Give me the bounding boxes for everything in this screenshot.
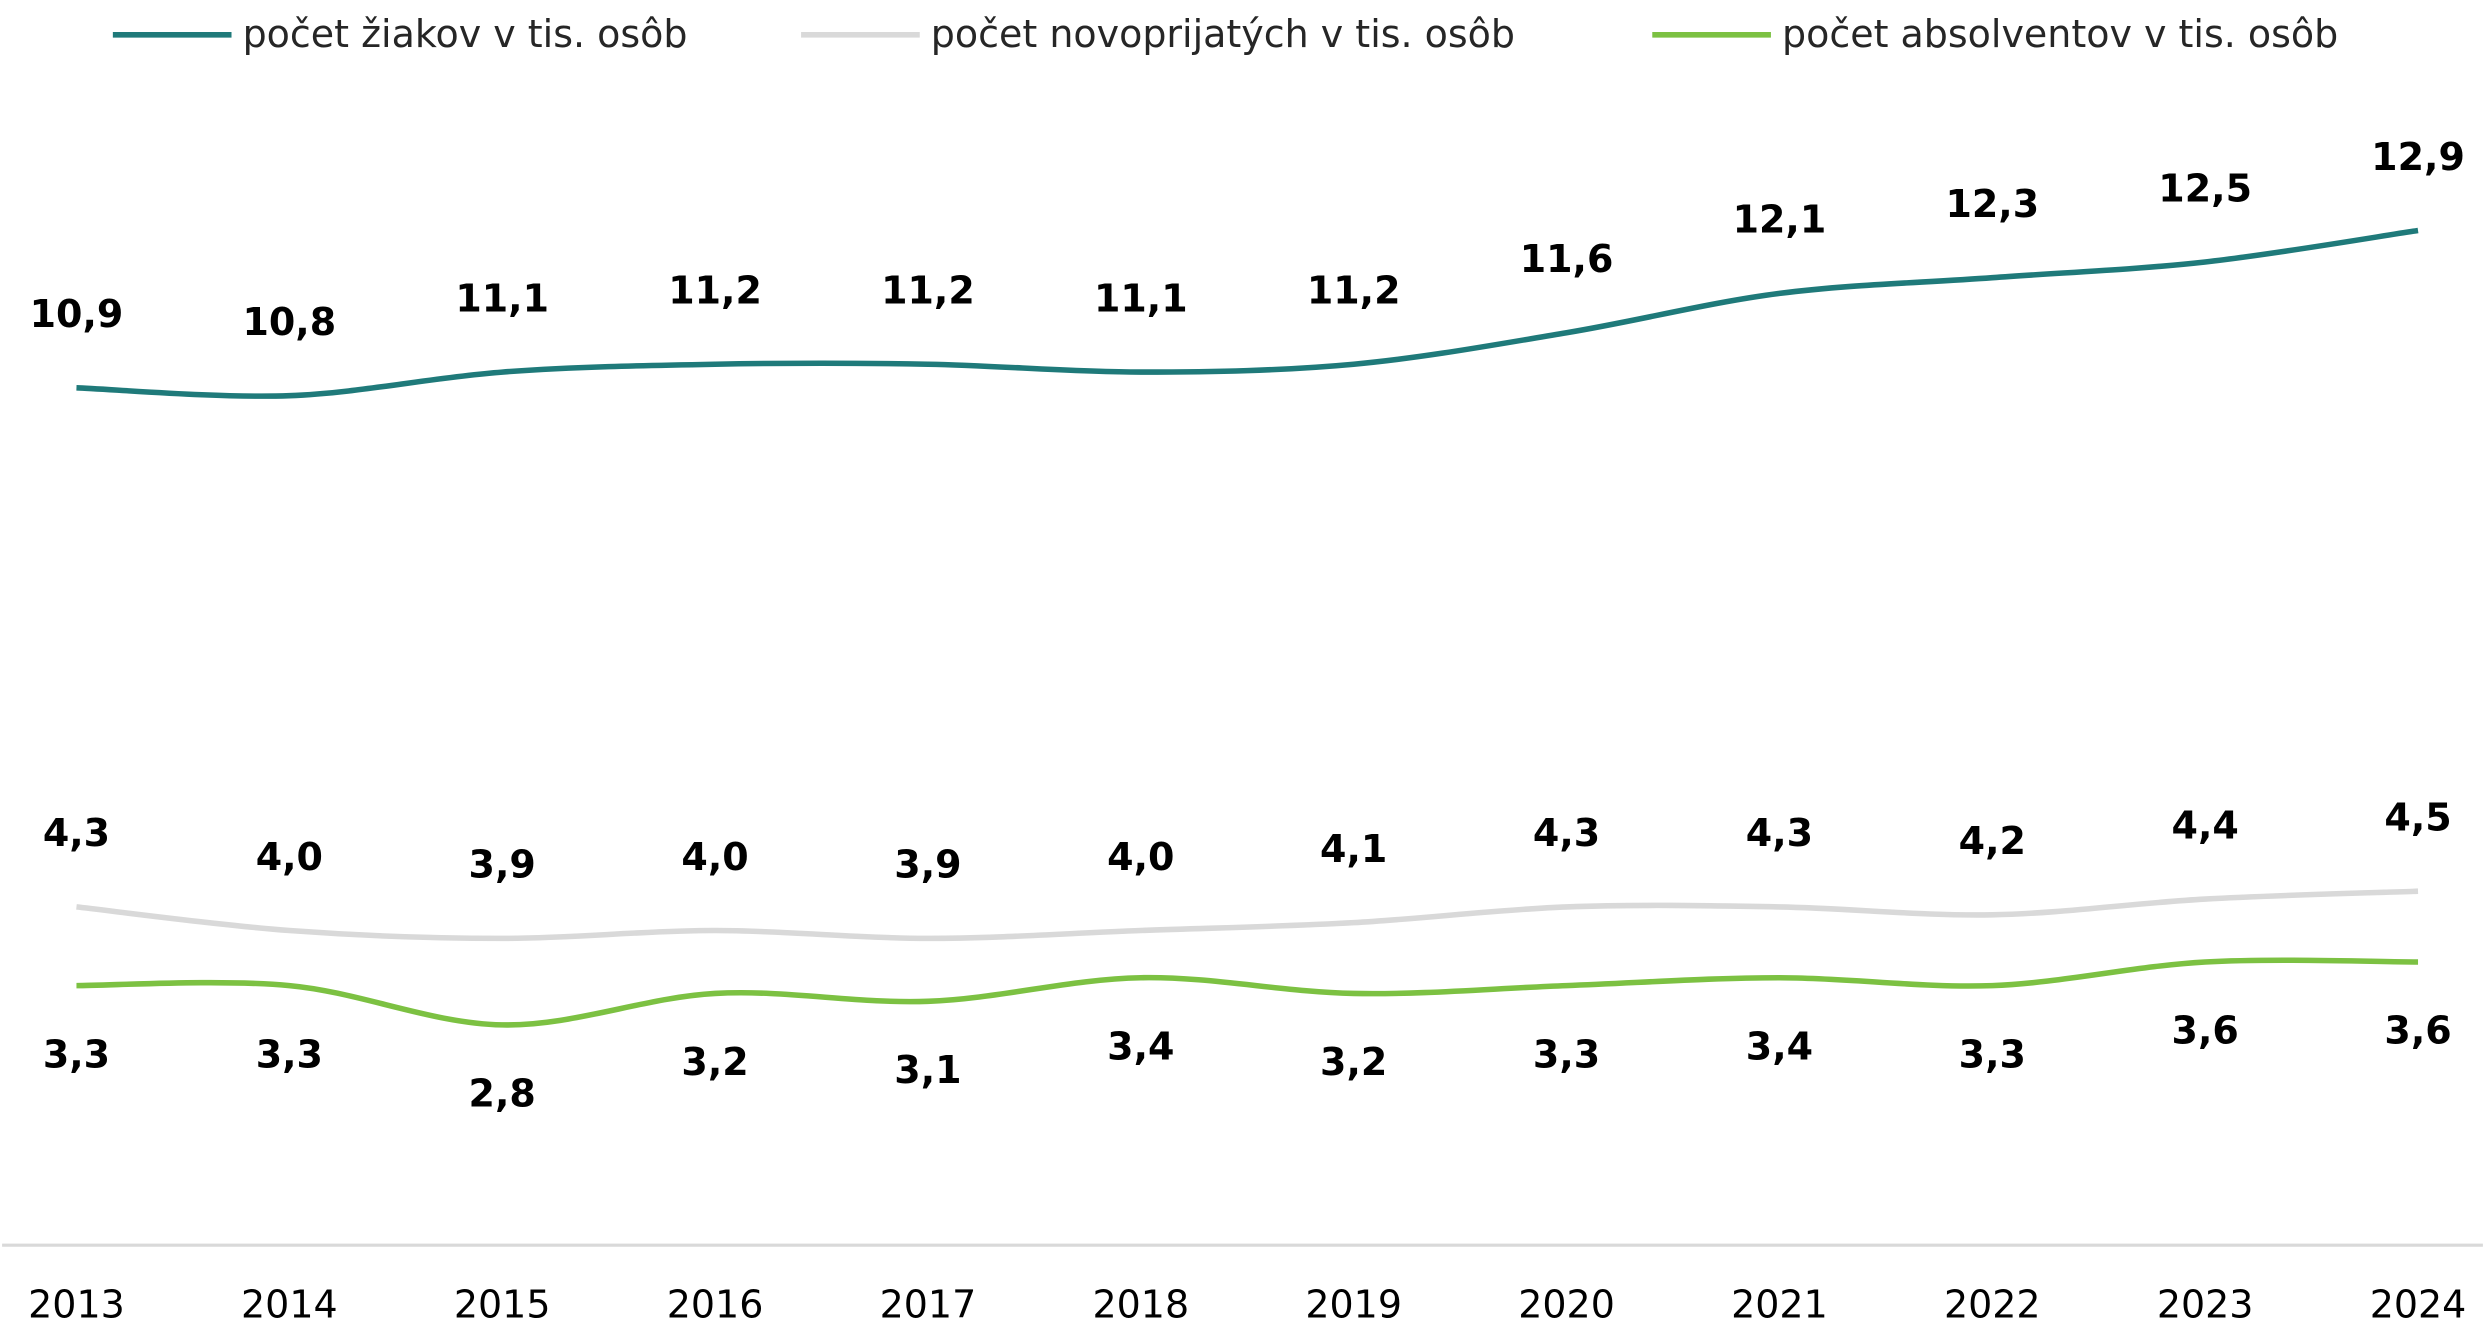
x-tick-label: 2021	[1731, 1282, 1828, 1326]
data-label: 10,9	[30, 292, 124, 336]
x-tick-label: 2023	[2157, 1282, 2254, 1326]
legend-label: počet novoprijatých v tis. osôb	[931, 12, 1515, 56]
series-line	[76, 888, 2419, 942]
data-label: 11,2	[668, 269, 762, 313]
data-label: 3,3	[1959, 1032, 2026, 1076]
x-tick-label: 2016	[667, 1282, 764, 1326]
x-tick-label: 2013	[28, 1282, 125, 1326]
x-tick-label: 2024	[2370, 1282, 2467, 1326]
data-label: 3,4	[1107, 1024, 1174, 1068]
x-tick-label: 2014	[241, 1282, 338, 1326]
data-label: 12,1	[1733, 198, 1827, 242]
data-label: 11,1	[1094, 276, 1188, 320]
data-label: 4,3	[43, 811, 110, 855]
data-label: 11,6	[1520, 237, 1614, 281]
data-label: 3,3	[43, 1032, 110, 1076]
data-label: 12,9	[2371, 135, 2465, 179]
data-label: 2,8	[469, 1072, 536, 1116]
x-tick-label: 2015	[454, 1282, 551, 1326]
data-label: 11,2	[881, 269, 975, 313]
data-label: 4,3	[1746, 811, 1813, 855]
data-label: 10,8	[242, 300, 336, 344]
series-line	[76, 957, 2419, 1028]
data-label: 3,4	[1746, 1024, 1813, 1068]
data-label: 4,4	[2172, 803, 2239, 847]
data-label: 4,0	[681, 835, 748, 879]
x-tick-label: 2017	[880, 1282, 977, 1326]
data-label: 3,3	[256, 1032, 323, 1076]
x-tick-label: 2022	[1944, 1282, 2041, 1326]
legend-label: počet žiakov v tis. osôb	[243, 12, 688, 56]
data-label: 3,3	[1533, 1032, 1600, 1076]
data-label: 3,2	[1320, 1040, 1387, 1084]
x-tick-label: 2020	[1518, 1282, 1615, 1326]
x-tick-label: 2019	[1305, 1282, 1402, 1326]
data-label: 3,6	[2384, 1009, 2451, 1053]
data-label: 3,1	[894, 1048, 961, 1092]
data-label: 4,0	[256, 835, 323, 879]
series-line	[76, 227, 2419, 399]
data-label: 4,2	[1959, 819, 2026, 863]
data-label: 11,1	[455, 276, 549, 320]
data-label: 4,5	[2384, 796, 2451, 840]
data-label: 12,5	[2158, 166, 2252, 210]
data-label: 3,6	[2172, 1009, 2239, 1053]
legend-label: počet absolventov v tis. osôb	[1782, 12, 2338, 56]
data-label: 12,3	[1945, 182, 2039, 226]
data-label: 11,2	[1307, 269, 1401, 313]
x-tick-label: 2018	[1092, 1282, 1189, 1326]
data-label: 3,9	[894, 843, 961, 887]
data-label: 4,0	[1107, 835, 1174, 879]
data-label: 3,2	[681, 1040, 748, 1084]
data-label: 4,1	[1320, 827, 1387, 871]
data-label: 4,3	[1533, 811, 1600, 855]
data-label: 3,9	[469, 843, 536, 887]
